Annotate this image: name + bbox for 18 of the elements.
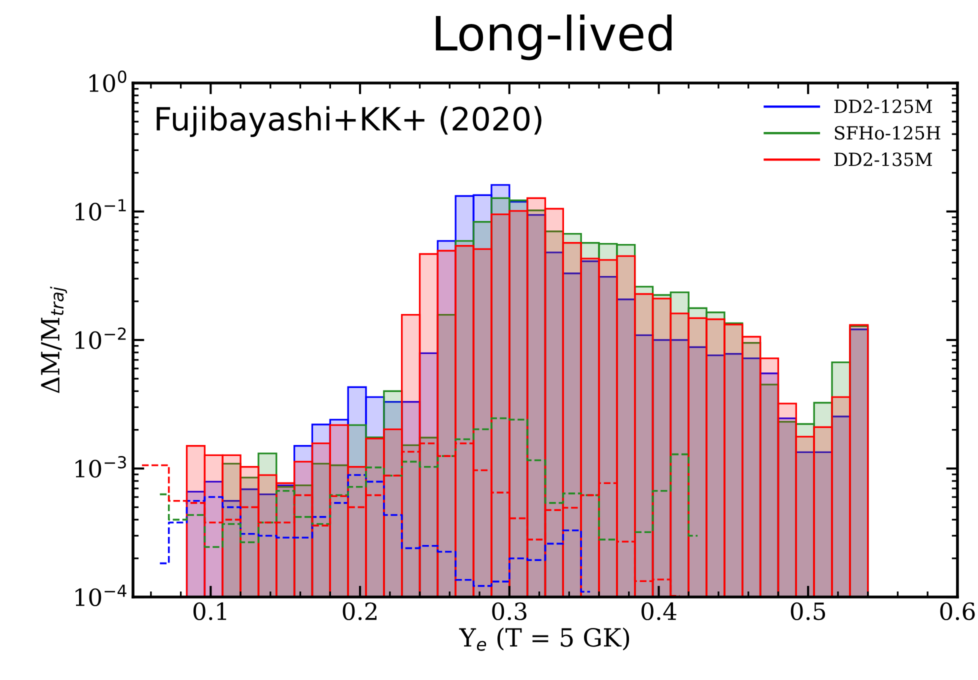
x-tick-label: 0.6: [940, 602, 975, 620]
chart-title: Long-lived: [436, 14, 672, 60]
x-axis-title: Y$_{e}$ (T = 5 GK): [459, 628, 630, 651]
y-axis-title: ΔM/M$_{traj}$: [41, 286, 68, 394]
legend-label: SFHo-125H: [834, 126, 940, 140]
annotation: Fujibayashi+KK+ (2020): [156, 106, 542, 138]
x-tick-label: 0.1: [193, 602, 226, 620]
legend-label: DD2-135M: [834, 152, 932, 166]
y-tick-label: 10$^{−3}$: [76, 456, 126, 478]
x-tick-label: 0.5: [790, 602, 826, 620]
y-tick-label: 10$^{−4}$: [76, 584, 126, 606]
y-tick-label: 10$^{−1}$: [76, 199, 126, 221]
x-tick-label: 0.2: [342, 602, 376, 620]
x-tick-label: 0.4: [642, 602, 676, 620]
x-tick-label: 0.3: [492, 602, 526, 620]
y-tick-label: 10$^{−2}$: [76, 327, 126, 350]
y-tick-label: 10$^{0}$: [89, 70, 126, 92]
legend-label: DD2-125M: [834, 100, 932, 114]
